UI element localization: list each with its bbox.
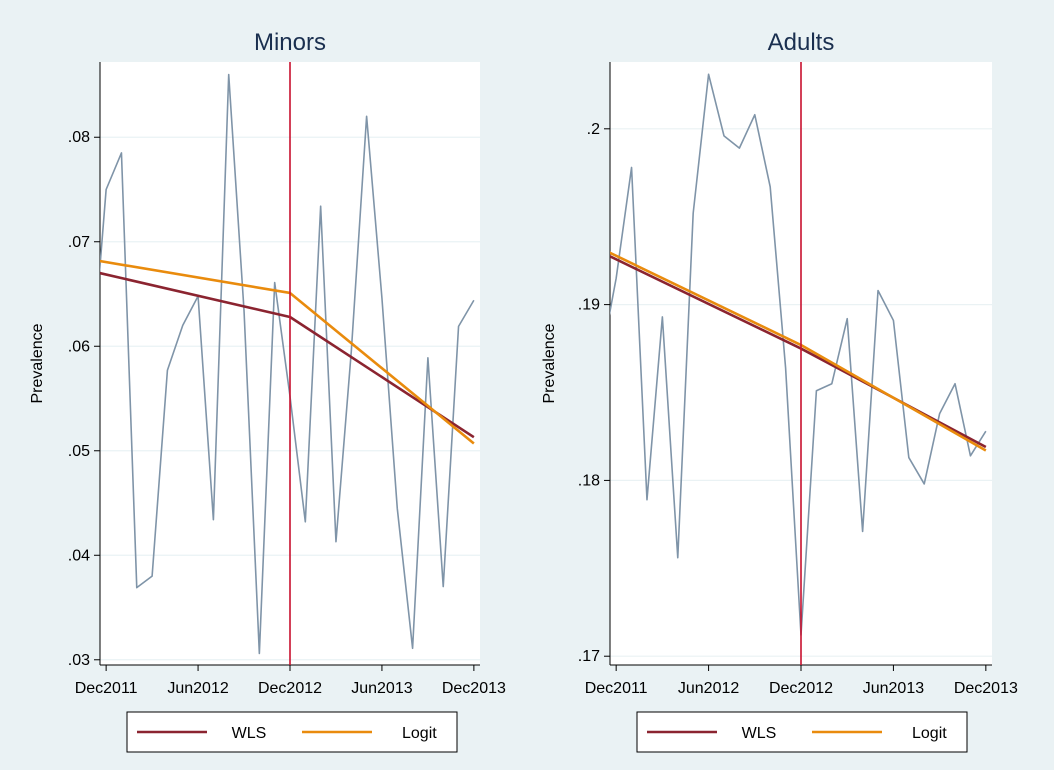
minors-xtick-label: Jun2013	[351, 680, 412, 697]
minors-ytick-label: .07	[68, 234, 90, 251]
minors-xtick-label: Dec2013	[442, 680, 506, 697]
minors-xtick-label: Dec2012	[258, 680, 322, 697]
minors-ytick-label: .06	[68, 338, 90, 355]
minors-panel: Minors .03 .04 .05 .06 .07 .08 Dec2011 Jun2012 De…	[29, 29, 506, 753]
adults-xtick-label: Jun2013	[863, 680, 924, 697]
adults-observed-line	[610, 73, 987, 636]
minors-xtick-label: Jun2012	[167, 680, 228, 697]
minors-ytick-label: .03	[68, 652, 90, 669]
minors-ylabel: Prevalence	[29, 323, 46, 403]
minors-ytick-label: .05	[68, 443, 90, 460]
adults-title: Adults	[768, 29, 835, 56]
minors-ytick-label: .04	[68, 547, 90, 564]
minors-title: Minors	[254, 29, 326, 56]
adults-ytick-label: .17	[578, 648, 600, 665]
minors-legend-label: Logit	[402, 725, 437, 742]
minors-legend-label: WLS	[232, 725, 267, 742]
adults-ylabel: Prevalence	[541, 323, 558, 403]
adults-legend-label: Logit	[912, 725, 947, 742]
minors-observed-line	[100, 73, 475, 655]
minors-legend: WLS Logit	[126, 711, 458, 753]
adults-legend-label: WLS	[742, 725, 777, 742]
adults-xtick-label: Dec2012	[769, 680, 833, 697]
adults-ytick-label: .19	[578, 297, 600, 314]
minors-ytick-label: .08	[68, 129, 90, 146]
adults-ytick-label: .18	[578, 472, 600, 489]
adults-xtick-label: Dec2013	[954, 680, 1018, 697]
adults-xtick-label: Jun2012	[678, 680, 739, 697]
adults-legend: WLS Logit	[636, 711, 968, 753]
adults-xtick-label: Dec2011	[585, 680, 648, 697]
adults-ytick-label: .2	[587, 121, 600, 138]
adults-panel: Adults .17 .18 .19 .2 Dec2011 Jun2012 Dec2012 Ju…	[541, 29, 1018, 753]
minors-xtick-label: Dec2011	[75, 680, 138, 697]
